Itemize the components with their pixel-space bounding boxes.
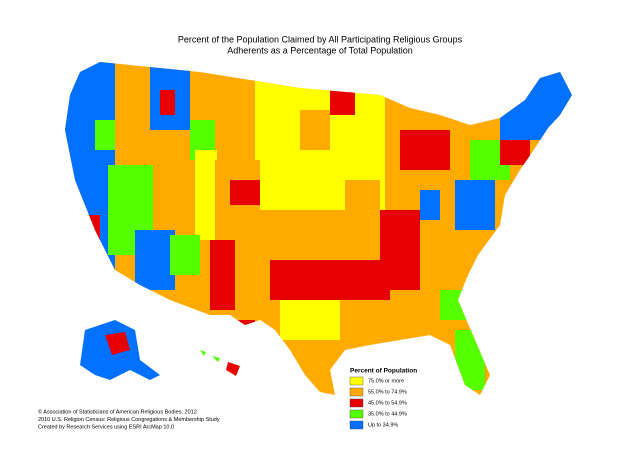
region <box>105 332 130 355</box>
region <box>500 140 530 165</box>
legend-swatch <box>349 387 364 397</box>
region <box>226 362 240 376</box>
region <box>420 190 440 220</box>
region <box>225 320 255 350</box>
legend-label: 45.0% to 54.9% <box>368 400 407 406</box>
region <box>500 62 572 140</box>
legend-label: 75.0% or more <box>368 378 404 384</box>
region <box>345 180 380 210</box>
region <box>300 110 330 150</box>
credit-line: Created by Research Services using ESRI … <box>38 424 174 430</box>
region <box>160 90 175 115</box>
legend-swatch <box>349 409 364 419</box>
region <box>135 230 175 290</box>
region <box>170 235 200 275</box>
legend-label: Up to 34.9% <box>368 422 398 428</box>
credit-line: © Association of Statisticians of Americ… <box>38 408 197 415</box>
region <box>75 215 100 245</box>
region <box>330 90 355 115</box>
legend-label: 35.0% to 44.9% <box>368 411 407 417</box>
map-title: Percent of the Population Claimed by All… <box>178 34 463 44</box>
region <box>95 120 115 150</box>
alaska-hawaii <box>80 320 240 380</box>
region <box>270 260 390 300</box>
region <box>455 180 495 230</box>
credit-line: 2010 U.S. Religion Census: Religious Con… <box>38 417 220 423</box>
region <box>230 180 260 205</box>
region <box>280 300 340 340</box>
map-subtitle: Adherents as a Percentage of Total Popul… <box>227 45 412 55</box>
legend-swatch <box>349 398 364 408</box>
legend-swatch <box>349 420 364 430</box>
region <box>380 210 420 290</box>
region <box>200 350 220 362</box>
legend: Percent of Population 75.0% or more 55.0%… <box>349 368 417 430</box>
region <box>440 290 480 320</box>
legend-swatch <box>349 376 364 386</box>
legend-label: 55.0% to 74.9% <box>368 389 407 395</box>
region <box>65 62 115 285</box>
legend-title: Percent of Population <box>350 368 417 375</box>
region <box>210 240 235 310</box>
region <box>400 130 450 170</box>
region <box>195 150 217 240</box>
region <box>455 330 485 390</box>
credits: © Association of Statisticians of Americ… <box>38 408 220 430</box>
